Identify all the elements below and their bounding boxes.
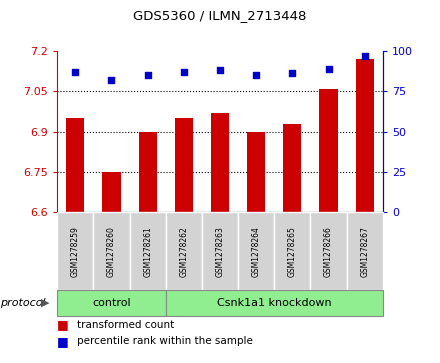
FancyBboxPatch shape (311, 212, 347, 290)
FancyBboxPatch shape (57, 212, 93, 290)
Text: GSM1278262: GSM1278262 (180, 226, 188, 277)
Text: GSM1278259: GSM1278259 (71, 226, 80, 277)
Text: GSM1278263: GSM1278263 (216, 226, 224, 277)
FancyBboxPatch shape (166, 290, 383, 316)
Bar (175, 118, 193, 212)
Point (325, 66, 332, 72)
Point (144, 72, 151, 78)
Text: control: control (92, 298, 131, 308)
FancyBboxPatch shape (202, 212, 238, 290)
Text: GDS5360 / ILMN_2713448: GDS5360 / ILMN_2713448 (133, 9, 307, 22)
Text: GSM1278267: GSM1278267 (360, 226, 369, 277)
FancyBboxPatch shape (347, 212, 383, 290)
Text: GSM1278261: GSM1278261 (143, 226, 152, 277)
Text: protocol: protocol (0, 298, 46, 308)
Point (361, 53, 368, 58)
Text: ■: ■ (57, 335, 69, 348)
Text: GSM1278266: GSM1278266 (324, 226, 333, 277)
FancyBboxPatch shape (57, 290, 166, 316)
Point (108, 77, 115, 83)
Text: transformed count: transformed count (77, 320, 174, 330)
Text: Csnk1a1 knockdown: Csnk1a1 knockdown (217, 298, 332, 308)
Text: ▶: ▶ (41, 298, 50, 308)
Point (216, 67, 224, 73)
Point (180, 69, 187, 75)
FancyBboxPatch shape (166, 212, 202, 290)
Point (72, 69, 79, 75)
Text: GSM1278265: GSM1278265 (288, 226, 297, 277)
Text: GSM1278264: GSM1278264 (252, 226, 260, 277)
FancyBboxPatch shape (93, 212, 129, 290)
Bar (319, 89, 337, 212)
Bar (247, 131, 265, 212)
FancyBboxPatch shape (129, 212, 166, 290)
FancyBboxPatch shape (238, 212, 274, 290)
Bar (356, 59, 374, 212)
Bar (103, 172, 121, 212)
Bar (283, 123, 301, 212)
FancyBboxPatch shape (274, 212, 311, 290)
Text: GSM1278260: GSM1278260 (107, 226, 116, 277)
Bar (211, 113, 229, 212)
Text: percentile rank within the sample: percentile rank within the sample (77, 336, 253, 346)
Point (253, 72, 260, 78)
Text: ■: ■ (57, 318, 69, 331)
Bar (66, 118, 84, 212)
Bar (139, 131, 157, 212)
Point (289, 70, 296, 76)
